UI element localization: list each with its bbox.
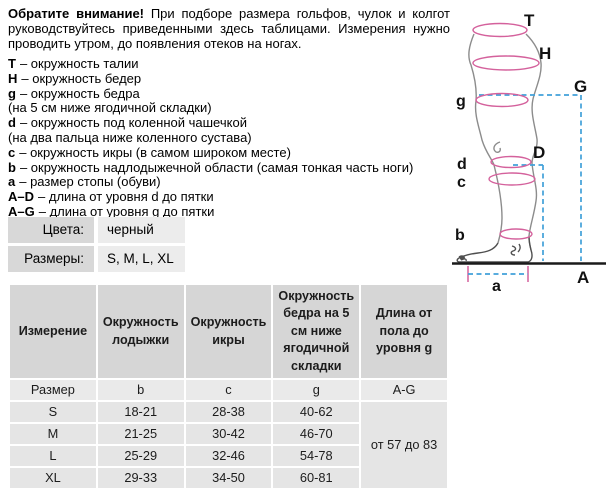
definition-AG: A–G – длина от уровня g до пятки (8, 203, 215, 219)
size-cell: XL (10, 468, 96, 488)
value-cell: 34-50 (185, 468, 272, 488)
intro-attention-bold: Обратите внимание! (8, 6, 144, 21)
intro-line-1: Обратите внимание! При подборе размера г… (8, 6, 450, 21)
param-row: Размер b c g A-G (10, 380, 447, 400)
value-cell: 25-29 (97, 446, 184, 466)
size-chart-table: Измерение Окружность лодыжки Окружность … (8, 283, 449, 490)
column-header-length: Длина от пола до уровня g (361, 285, 447, 378)
label-b: b (455, 227, 465, 244)
definition-g-note: (на 5 см ниже ягодичной складки) (8, 100, 212, 116)
label-d: d (457, 156, 467, 173)
label-c: c (457, 174, 466, 191)
table-row-XL: XL 29-33 34-50 60-81 (10, 468, 447, 488)
value-cell: 32-46 (185, 446, 272, 466)
param-cell-b: b (97, 380, 184, 400)
thigh-ellipse (475, 92, 529, 108)
definition-g: g – окружность бедра (8, 85, 140, 101)
table-row-M: M 21-25 30-42 46-70 (10, 424, 447, 444)
label-g: g (456, 93, 466, 110)
definition-c: c – окружность икры (в самом широком мест… (8, 144, 291, 160)
hip-ellipse (472, 55, 540, 71)
definition-d-note: (на два пальца ниже коленного сустава) (8, 129, 252, 145)
param-cell-AG: A-G (361, 380, 447, 400)
colors-label: Цвета: (8, 217, 94, 243)
leg-measurement-diagram: T H G g D d c b a A (452, 11, 606, 292)
definition-AD: A–D – длина от уровня d до пятки (8, 189, 214, 205)
intro-paragraph: Обратите внимание! При подборе размера г… (8, 6, 450, 52)
measurement-definitions: T – окружность талии H – окружность бедер … (8, 56, 450, 220)
attributes-block: Цвета: черный Размеры: S, M, L, XL (8, 217, 208, 275)
label-A: A (577, 268, 589, 287)
table-row-S: S 18-21 28-38 40-62 от 57 до 83 (10, 402, 447, 488)
definition-H: H – окружность бедер (8, 70, 142, 86)
intro-line-2: руководствуйтесь приведенными здесь табл… (8, 21, 450, 37)
intro-line-3: проводить утром, до появления отеков на … (8, 36, 302, 52)
column-header-calf: Окружность икры (185, 285, 272, 378)
column-header-thigh: Окружность бедра на 5 см ниже ягодичной … (273, 285, 360, 378)
knee-mark (493, 141, 501, 153)
colors-value: черный (98, 217, 185, 243)
value-cell: 40-62 (273, 402, 360, 422)
length-note-cell: от 57 до 83 (361, 402, 447, 488)
sizes-value: S, M, L, XL (98, 246, 185, 272)
waist-ellipse (472, 22, 528, 38)
ankle-ellipse (499, 228, 533, 240)
value-cell: 46-70 (273, 424, 360, 444)
value-cell: 60-81 (273, 468, 360, 488)
value-cell: 21-25 (97, 424, 184, 444)
definition-a: a – размер стопы (обуви) (8, 174, 161, 190)
sizes-label: Размеры: (8, 246, 94, 272)
colors-row: Цвета: черный (8, 217, 208, 243)
value-cell: 18-21 (97, 402, 184, 422)
column-header-measurement: Измерение (10, 285, 96, 378)
definition-d: d – окружность под коленной чашечкой (8, 115, 247, 131)
size-cell: S (10, 402, 96, 422)
label-D: D (533, 143, 545, 162)
value-cell: 29-33 (97, 468, 184, 488)
definition-T: T – окружность талии (8, 56, 139, 71)
param-cell-size: Размер (10, 380, 96, 400)
toe-dot (459, 255, 465, 261)
sizes-row: Размеры: S, M, L, XL (8, 246, 208, 272)
calf-ellipse (488, 172, 536, 186)
below-knee-ellipse (490, 155, 532, 169)
heel-mark (510, 243, 521, 256)
header-row: Измерение Окружность лодыжки Окружность … (10, 285, 447, 378)
param-cell-g: g (273, 380, 360, 400)
leg-outline-left (468, 33, 503, 244)
size-cell: L (10, 446, 96, 466)
table-row-L: L 25-29 32-46 54-78 (10, 446, 447, 466)
label-G: G (574, 77, 587, 96)
foot-outline (456, 236, 533, 263)
column-header-ankle: Окружность лодыжки (97, 285, 184, 378)
value-cell: 54-78 (273, 446, 360, 466)
label-a: a (492, 278, 501, 292)
label-T: T (524, 11, 535, 30)
label-H: H (539, 44, 551, 63)
value-cell: 30-42 (185, 424, 272, 444)
leg-outline-right (525, 33, 542, 251)
definition-b: b – окружность надлодыжечной области (сам… (8, 159, 414, 175)
value-cell: 28-38 (185, 402, 272, 422)
param-cell-c: c (185, 380, 272, 400)
size-cell: M (10, 424, 96, 444)
